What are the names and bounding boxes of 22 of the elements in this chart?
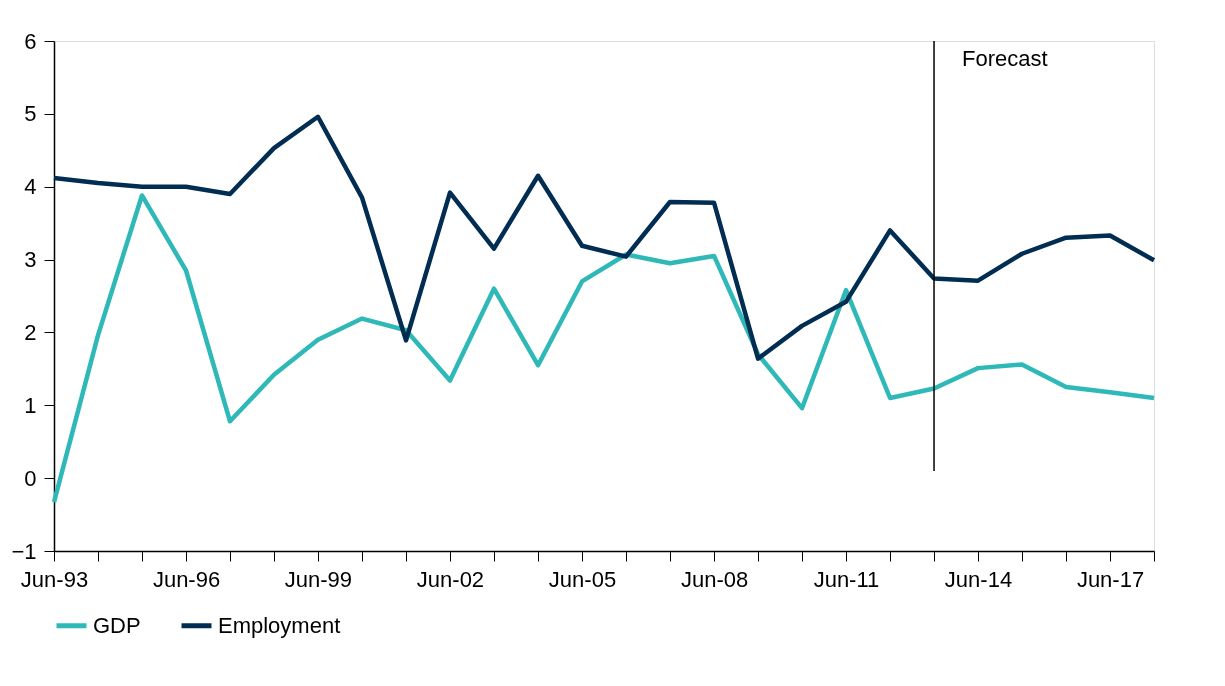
y-tick-label: 3 <box>24 247 37 273</box>
line-series <box>51 114 1157 361</box>
x-tick-label: Jun-17 <box>1076 566 1145 592</box>
y-tick-label: 6 <box>24 28 37 54</box>
y-tick-label: 4 <box>24 174 37 200</box>
y-tick-label: 5 <box>24 101 37 127</box>
ref-line-label: Forecast <box>962 46 1048 71</box>
y-tick-label: 0 <box>24 465 37 491</box>
x-tick-label: Jun-02 <box>416 566 485 592</box>
x-tick-label: Jun-99 <box>284 566 353 592</box>
y-tick-label: −1 <box>11 538 37 564</box>
x-tick-label: Jun-93 <box>20 566 89 592</box>
y-tick-label: 2 <box>24 319 37 345</box>
x-tick-label: Jun-05 <box>548 566 617 592</box>
y-tick-label: 1 <box>24 392 37 418</box>
x-tick-label: Jun-96 <box>152 566 221 592</box>
x-tick-label: Jun-11 <box>813 566 880 592</box>
x-tick-label: Jun-14 <box>944 566 1013 592</box>
legend-label: GDP <box>93 612 141 638</box>
legend-label: Employment <box>218 612 341 638</box>
x-tick-label: Jun-08 <box>680 566 749 592</box>
line-series <box>51 193 1157 505</box>
